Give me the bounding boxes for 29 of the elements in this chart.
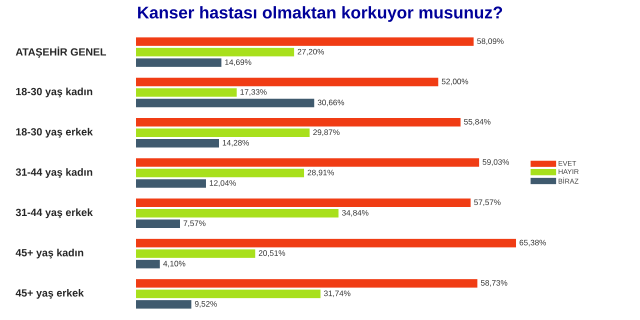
- bar: [136, 179, 206, 188]
- bar: [136, 58, 222, 67]
- bar: [136, 128, 310, 137]
- y-tick-label: 31-44 yaş erkek: [16, 208, 93, 218]
- bar: [136, 78, 438, 86]
- y-tick-label: 31-44 yaş kadın: [16, 168, 92, 178]
- bar: [136, 198, 471, 208]
- bar: [136, 98, 314, 108]
- bar: [136, 209, 339, 218]
- chart-title: Kanser hastası olmaktan korkuyor musunuz?: [138, 6, 502, 22]
- y-tick-label: 18-30 yaş erkek: [16, 128, 93, 138]
- bar: [136, 279, 478, 288]
- bar: [136, 300, 192, 309]
- y-tick-label: 18-30 yaş kadın: [16, 88, 92, 98]
- bar: [136, 168, 304, 178]
- bar: [136, 260, 160, 268]
- bar: [136, 118, 461, 126]
- bar: [136, 290, 320, 298]
- bar: [136, 158, 480, 167]
- bar: [136, 48, 294, 56]
- y-tick-label: 45+ yaş kadın: [16, 248, 84, 258]
- bar: [136, 88, 237, 97]
- bar: [136, 138, 220, 148]
- bar: [136, 238, 516, 248]
- bar: [136, 249, 256, 258]
- bar: [136, 37, 474, 46]
- y-tick-label: 45+ yaş erkek: [16, 288, 84, 299]
- y-tick-label: ATAŞEHİR GENEL: [16, 46, 106, 58]
- bar: [136, 220, 180, 228]
